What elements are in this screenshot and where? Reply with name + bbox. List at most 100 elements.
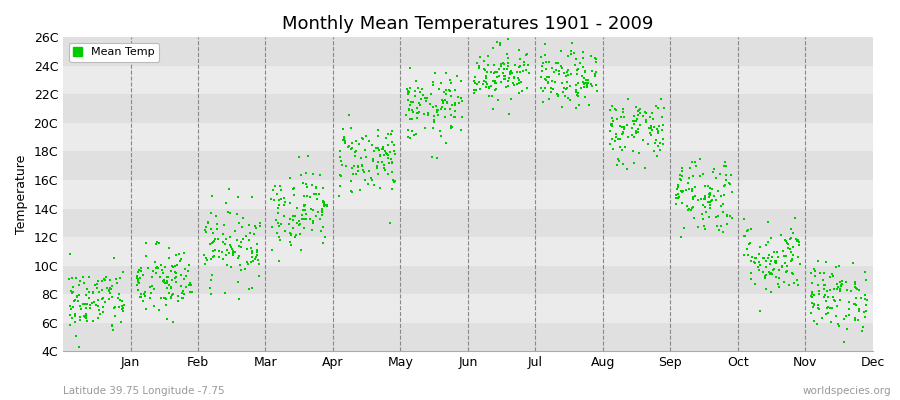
Point: [112, 297, 127, 304]
Point: [416, 92, 430, 99]
Point: [206, 238, 220, 244]
Point: [696, 216, 710, 222]
Point: [234, 238, 248, 245]
Point: [804, 310, 818, 316]
Point: [69, 333, 84, 339]
Point: [654, 127, 669, 133]
Point: [208, 246, 222, 253]
Point: [686, 194, 700, 200]
Point: [139, 240, 153, 246]
Point: [378, 148, 392, 154]
Point: [89, 285, 104, 291]
Point: [104, 322, 119, 328]
Point: [655, 136, 670, 143]
Point: [775, 263, 789, 270]
Point: [759, 272, 773, 278]
Point: [858, 313, 872, 320]
Point: [366, 155, 381, 162]
Point: [652, 140, 667, 146]
Point: [715, 223, 729, 229]
Point: [472, 65, 486, 71]
Point: [716, 208, 730, 215]
Point: [294, 172, 309, 178]
Point: [766, 267, 780, 274]
Point: [178, 266, 193, 272]
Point: [551, 60, 565, 66]
Point: [759, 286, 773, 292]
Point: [344, 146, 358, 152]
Point: [703, 204, 717, 211]
Point: [689, 163, 704, 170]
Point: [231, 243, 246, 249]
Point: [89, 302, 104, 308]
Point: [177, 275, 192, 282]
Point: [454, 114, 469, 120]
Point: [73, 316, 87, 323]
Point: [627, 118, 642, 124]
Point: [633, 110, 647, 116]
Point: [616, 128, 630, 135]
Point: [651, 128, 665, 134]
Point: [448, 108, 463, 114]
Point: [649, 136, 663, 143]
Point: [854, 328, 868, 334]
Point: [419, 94, 434, 101]
Point: [675, 200, 689, 206]
Point: [370, 165, 384, 171]
Point: [610, 116, 625, 122]
Point: [739, 228, 753, 235]
Point: [545, 78, 560, 84]
Point: [338, 140, 353, 146]
Point: [786, 270, 800, 277]
Point: [631, 126, 645, 133]
Point: [743, 258, 758, 264]
Point: [380, 151, 394, 157]
Point: [831, 320, 845, 327]
Point: [158, 295, 173, 301]
Point: [605, 120, 619, 127]
Point: [426, 78, 440, 85]
Point: [703, 190, 717, 196]
Point: [771, 284, 786, 290]
Point: [182, 282, 196, 289]
Point: [472, 79, 486, 86]
Point: [479, 84, 493, 90]
Point: [643, 125, 657, 131]
Point: [554, 48, 568, 54]
Point: [769, 274, 783, 280]
Point: [345, 165, 359, 172]
Point: [232, 220, 247, 226]
Point: [804, 293, 818, 300]
Point: [818, 282, 832, 288]
Point: [230, 237, 244, 243]
Point: [811, 305, 825, 311]
Point: [648, 140, 662, 146]
Point: [204, 239, 219, 246]
Point: [517, 67, 531, 74]
Point: [604, 122, 618, 128]
Point: [804, 270, 818, 276]
Point: [300, 193, 314, 200]
Point: [355, 162, 369, 168]
Point: [812, 305, 826, 312]
Point: [248, 256, 262, 262]
Point: [502, 75, 517, 81]
Point: [829, 264, 843, 270]
Point: [80, 301, 94, 307]
Point: [760, 264, 774, 271]
Point: [497, 76, 511, 82]
Point: [70, 294, 85, 300]
Point: [554, 65, 569, 71]
Point: [200, 256, 214, 263]
Point: [105, 283, 120, 290]
Point: [366, 148, 381, 154]
Point: [783, 248, 797, 255]
Point: [783, 236, 797, 242]
Point: [472, 54, 487, 60]
Y-axis label: Temperature: Temperature: [15, 154, 28, 234]
Title: Monthly Mean Temperatures 1901 - 2009: Monthly Mean Temperatures 1901 - 2009: [283, 15, 653, 33]
Point: [371, 133, 385, 140]
Point: [216, 239, 230, 246]
Point: [572, 66, 586, 72]
Point: [507, 74, 521, 80]
